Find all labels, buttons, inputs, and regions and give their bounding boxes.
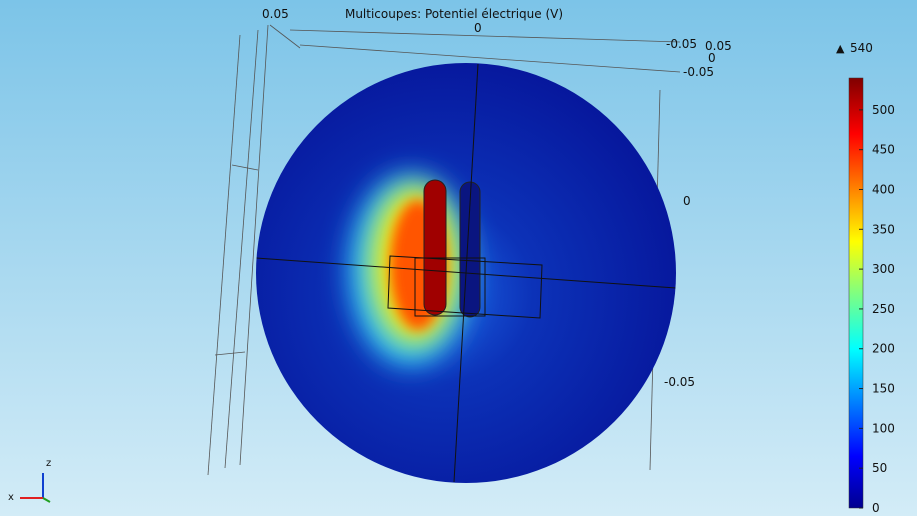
colorbar-tick-label: 300 <box>872 262 895 276</box>
colorbar-tick-label: 350 <box>872 222 895 236</box>
colorbar-tick-label: 500 <box>872 103 895 117</box>
max-marker: ▲ <box>836 42 845 55</box>
colorbar-tick-label: 200 <box>872 342 895 356</box>
axis-label: 0 <box>708 51 716 65</box>
axis-label: -0.05 <box>683 65 714 79</box>
colorbar-tick-label: 150 <box>872 382 895 396</box>
colorbar-tick-label: 0 <box>872 501 880 515</box>
plot-title: Multicoupes: Potentiel électrique (V) <box>345 7 563 21</box>
axis-label: -0.05 <box>666 37 697 51</box>
axis-label: 0.05 <box>262 7 289 21</box>
colorbar-tick-label: 450 <box>872 143 895 157</box>
triad-z: z <box>46 458 51 469</box>
axis-label: 0 <box>474 21 482 35</box>
axis-label: 0 <box>683 194 691 208</box>
colorbar-max: 540 <box>850 41 873 55</box>
triad-x: x <box>8 492 14 503</box>
colorbar-tick-label: 250 <box>872 302 895 316</box>
axis-frame <box>207 24 681 476</box>
colorbar-tick-label: 50 <box>872 461 887 475</box>
colorbar-tick-label: 400 <box>872 182 895 196</box>
colorbar-tick-label: 100 <box>872 421 895 435</box>
axis-label: -0.05 <box>664 375 695 389</box>
triad: z x <box>8 458 51 503</box>
potential-field <box>256 63 676 483</box>
axis-label: 0.05 <box>705 39 732 53</box>
colorbar <box>848 77 864 509</box>
